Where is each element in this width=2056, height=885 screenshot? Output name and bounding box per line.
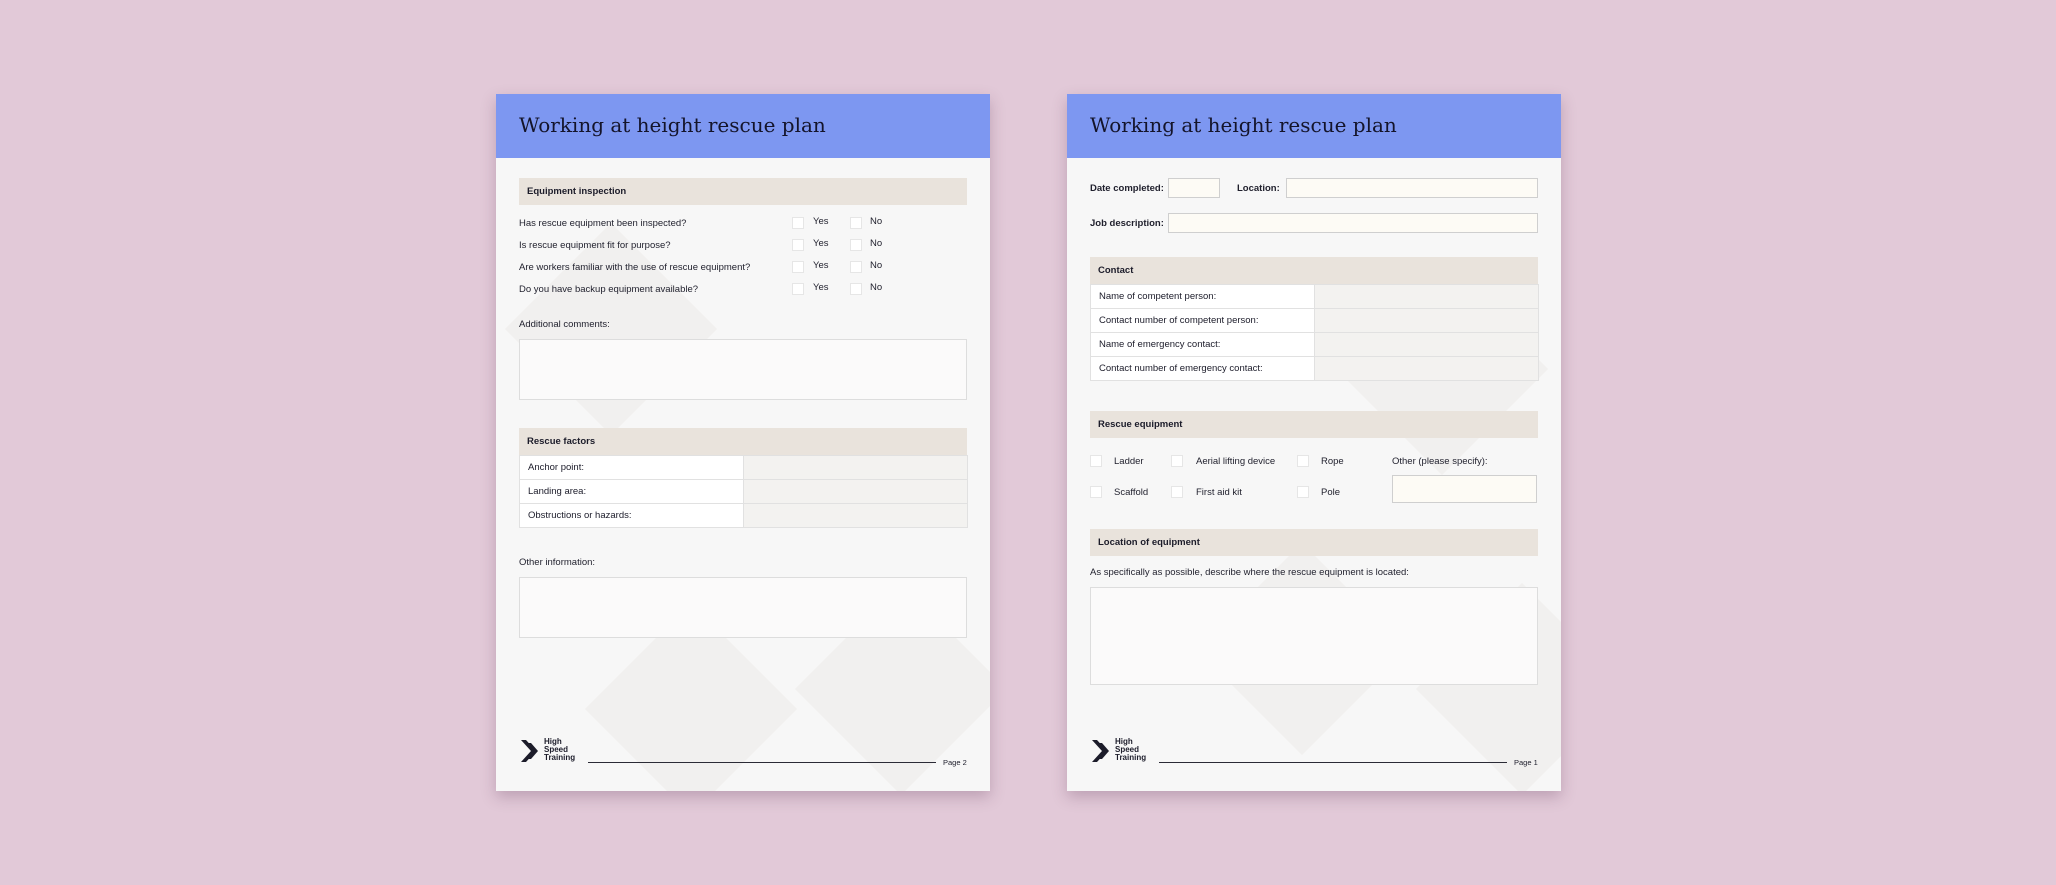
no-checkbox[interactable] [850,239,862,251]
job-description-label: Job description: [1090,218,1164,229]
question-label: Are workers familiar with the use of res… [519,262,751,273]
landing-area-input[interactable] [743,479,968,504]
location-input[interactable] [1286,178,1538,198]
competent-person-name-input[interactable] [1314,284,1539,309]
job-description-input[interactable] [1168,213,1538,233]
table-row: Contact number of emergency contact: [1090,356,1539,381]
high-speed-training-logo-icon [521,740,538,762]
rope-checkbox[interactable] [1297,455,1309,467]
equipment-location-input[interactable] [1090,587,1538,685]
table-row: Landing area: [519,479,968,504]
row-label: Name of emergency contact: [1090,332,1315,357]
row-label: Landing area: [519,479,744,504]
yes-label: Yes [813,260,829,271]
competent-person-number-input[interactable] [1314,308,1539,333]
rope-label: Rope [1321,456,1344,467]
pole-label: Pole [1321,487,1341,498]
footer-divider [1159,762,1507,763]
section-heading-rescue-factors: Rescue factors [519,428,967,455]
other-specify-label: Other (please specify): [1392,456,1488,467]
table-row: Anchor point: [519,455,968,480]
no-checkbox[interactable] [850,261,862,273]
no-label: No [870,238,883,249]
table-row: Name of competent person: [1090,284,1539,309]
ladder-label: Ladder [1114,456,1144,467]
row-label: Anchor point: [519,455,744,480]
anchor-point-input[interactable] [743,455,968,480]
emergency-contact-name-input[interactable] [1314,332,1539,357]
section-heading-contact: Contact [1090,257,1538,284]
yes-checkbox[interactable] [792,239,804,251]
pole-checkbox[interactable] [1297,486,1309,498]
question-label: Has rescue equipment been inspected? [519,218,687,229]
emergency-contact-number-input[interactable] [1314,356,1539,381]
yes-label: Yes [813,282,829,293]
high-speed-training-logo-icon [1092,740,1109,762]
aerial-lifting-device-label: Aerial lifting device [1196,456,1276,467]
other-information-label: Other information: [519,557,596,568]
yes-checkbox[interactable] [792,261,804,273]
obstructions-input[interactable] [743,503,968,528]
date-completed-input[interactable] [1168,178,1220,198]
document-page-1: Working at height rescue plan Date compl… [1067,94,1561,791]
no-checkbox[interactable] [850,283,862,295]
table-row: Contact number of competent person: [1090,308,1539,333]
document-page-2: Working at height rescue plan Equipment … [496,94,990,791]
no-label: No [870,282,883,293]
other-equipment-input[interactable] [1392,475,1537,503]
page-number: Page 1 [1514,758,1538,767]
yes-checkbox[interactable] [792,217,804,229]
table-row: Name of emergency contact: [1090,332,1539,357]
question-label: Is rescue equipment fit for purpose? [519,240,671,251]
section-heading-equipment-inspection: Equipment inspection [519,178,967,205]
page-title: Working at height rescue plan [1090,113,1397,137]
page-header: Working at height rescue plan [496,94,990,158]
page-header: Working at height rescue plan [1067,94,1561,158]
yes-checkbox[interactable] [792,283,804,295]
scaffold-checkbox[interactable] [1090,486,1102,498]
location-label: Location: [1237,183,1280,194]
additional-comments-label: Additional comments: [519,319,610,330]
date-completed-label: Date completed: [1090,183,1164,194]
no-label: No [870,216,883,227]
yes-label: Yes [813,238,829,249]
other-information-input[interactable] [519,577,967,638]
section-heading-location-of-equipment: Location of equipment [1090,529,1538,556]
page-title: Working at height rescue plan [519,113,826,137]
row-label: Contact number of competent person: [1090,308,1315,333]
row-label: Name of competent person: [1090,284,1315,309]
row-label: Obstructions or hazards: [519,503,744,528]
page-number: Page 2 [943,758,967,767]
first-aid-kit-label: First aid kit [1196,487,1242,498]
footer-divider [588,762,936,763]
additional-comments-input[interactable] [519,339,967,400]
scaffold-label: Scaffold [1114,487,1149,498]
ladder-checkbox[interactable] [1090,455,1102,467]
table-row: Obstructions or hazards: [519,503,968,528]
logo-text: High Speed Training [1115,737,1147,762]
question-label: Do you have backup equipment available? [519,284,699,295]
location-prompt: As specifically as possible, describe wh… [1090,567,1409,578]
logo-text: High Speed Training [544,737,576,762]
rescue-factors-table: Anchor point: Landing area: Obstructions… [519,455,968,528]
contact-table: Name of competent person: Contact number… [1090,284,1539,381]
no-label: No [870,260,883,271]
yes-label: Yes [813,216,829,227]
no-checkbox[interactable] [850,217,862,229]
row-label: Contact number of emergency contact: [1090,356,1315,381]
section-heading-rescue-equipment: Rescue equipment [1090,411,1538,438]
first-aid-kit-checkbox[interactable] [1171,486,1183,498]
aerial-lifting-device-checkbox[interactable] [1171,455,1183,467]
